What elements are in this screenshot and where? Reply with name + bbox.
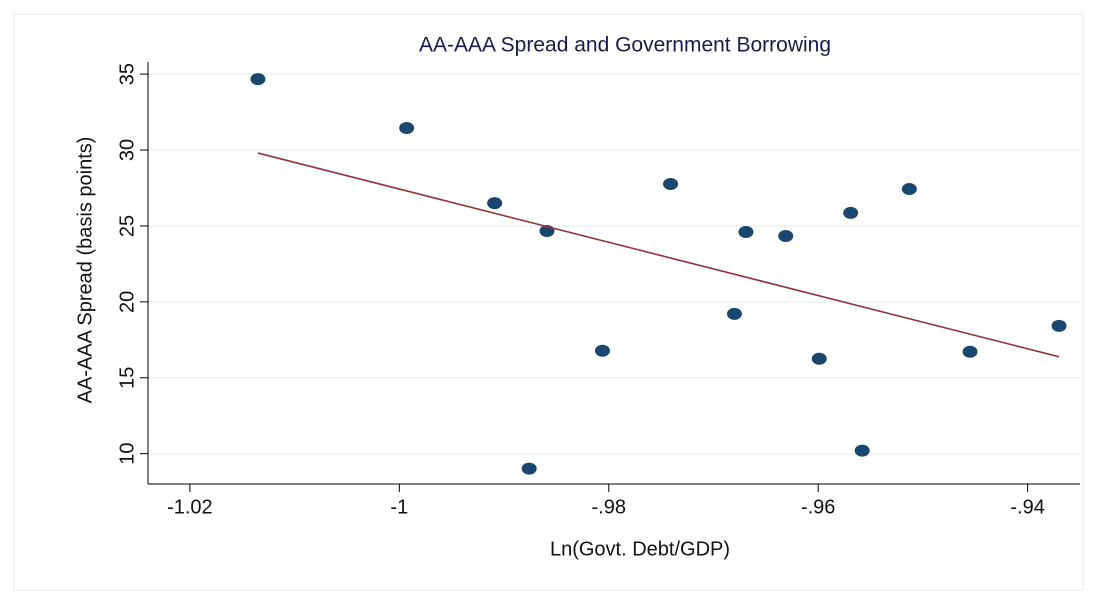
point <box>726 307 742 320</box>
point <box>1051 319 1067 332</box>
point <box>843 206 859 219</box>
x-tick-label: -.98 <box>592 496 626 518</box>
y-axis-title: AA-AAA Spread (basis points) <box>74 137 96 404</box>
y-tick-label: 20 <box>116 291 138 313</box>
x-tick-label: -.96 <box>801 496 835 518</box>
point <box>663 178 679 191</box>
y-tick-label: 35 <box>116 63 138 85</box>
point <box>487 197 503 210</box>
point <box>778 229 794 242</box>
point <box>250 73 266 86</box>
y-tick-label: 15 <box>116 367 138 389</box>
point <box>399 122 415 135</box>
y-tick-label: 25 <box>116 215 138 237</box>
fit-line <box>257 152 1060 358</box>
point <box>811 352 827 365</box>
point <box>594 344 610 357</box>
x-axis-title: Ln(Govt. Debt/GDP) <box>550 538 730 560</box>
chart-title: AA-AAA Spread and Government Borrowing <box>419 34 831 57</box>
x-tick-label: -1 <box>390 496 408 518</box>
x-tick-label: -.94 <box>1010 496 1044 518</box>
point <box>521 462 537 475</box>
point <box>962 345 978 358</box>
point <box>854 444 870 457</box>
y-tick-label: 10 <box>116 443 138 465</box>
point <box>901 183 917 196</box>
x-tick-label: -1.02 <box>167 496 213 518</box>
point <box>738 226 754 239</box>
y-tick-label: 30 <box>116 139 138 161</box>
